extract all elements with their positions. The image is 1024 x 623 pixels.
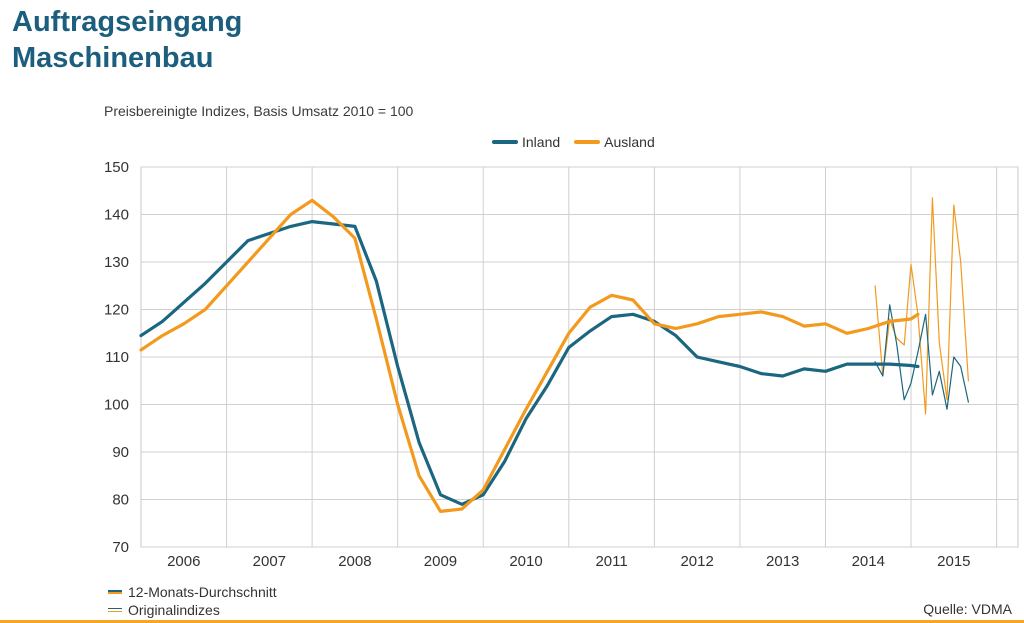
x-tick-label: 2007 (253, 553, 286, 570)
chart-subtitle: Preisbereinigte Indizes, Basis Umsatz 20… (104, 103, 414, 119)
note-original-swatch (108, 608, 122, 612)
x-tick-label: 2013 (766, 553, 799, 570)
note-average-label: 12-Monats-Durchschnitt (128, 584, 277, 600)
note-average-swatch (108, 590, 122, 594)
x-tick-label: 2012 (680, 553, 713, 570)
x-tick-label: 2015 (937, 553, 970, 570)
legend-swatch-ausland (574, 140, 601, 144)
y-tick-label: 140 (104, 207, 129, 224)
series-line-inland-original (874, 304, 969, 410)
y-tick-label: 110 (105, 349, 129, 366)
series-line-ausland-average (139, 198, 920, 513)
legend-label-ausland: Ausland (604, 134, 655, 150)
x-tick-label: 2011 (595, 553, 627, 570)
y-tick-label: 100 (104, 397, 129, 414)
series-line-inland-average (139, 220, 920, 506)
note-original-label: Originalindizes (128, 602, 220, 618)
title-line-2: Maschinenbau (12, 42, 214, 74)
title-line-1: Auftragseingang (12, 6, 243, 38)
x-tick-label: 2010 (509, 553, 542, 570)
legend-item-inland: Inland (492, 134, 560, 150)
y-tick-label: 150 (104, 159, 129, 176)
chart-legend: Inland Ausland (492, 134, 655, 150)
y-tick-label: 120 (104, 302, 129, 319)
note-average: 12-Monats-Durchschnitt (108, 583, 277, 601)
page-title: Auftragseingang Maschinenbau (12, 4, 242, 76)
y-tick-label: 80 (112, 492, 129, 509)
x-tick-label: 2008 (338, 553, 371, 570)
x-tick-label: 2009 (424, 553, 457, 570)
y-tick-label: 90 (112, 444, 129, 461)
legend-label-inland: Inland (522, 134, 561, 150)
source-note: Quelle: VDMA (923, 601, 1012, 617)
y-tick-label: 70 (112, 539, 129, 556)
legend-item-ausland: Ausland (574, 134, 655, 150)
note-original: Originalindizes (108, 601, 277, 619)
line-style-notes: 12-Monats-Durchschnitt Originalindizes (108, 583, 277, 619)
x-tick-label: 2006 (167, 553, 200, 570)
legend-swatch-inland (492, 140, 518, 144)
x-tick-label: 2014 (852, 553, 885, 570)
bottom-rule (0, 620, 1024, 623)
y-tick-label: 130 (104, 254, 129, 271)
